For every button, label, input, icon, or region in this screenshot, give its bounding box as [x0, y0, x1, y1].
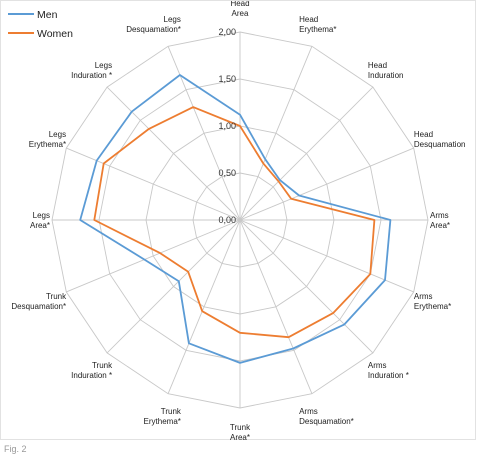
axis-label-1: Head Erythema*	[299, 15, 336, 34]
axis-label-0: Head Area	[230, 1, 249, 18]
axis-label-13: Legs Erythema*	[29, 130, 66, 149]
axis-label-line: Trunk	[230, 423, 251, 432]
axis-label-line: Arms	[368, 361, 387, 370]
axis-label-line: Area*	[430, 221, 450, 230]
tick-label-4: 2,00	[218, 27, 236, 37]
tick-label-0: 0,00	[218, 215, 236, 225]
axis-label-12: Legs Area*	[30, 211, 50, 230]
axis-label-line: Legs	[33, 211, 50, 220]
series-men-line	[79, 74, 392, 364]
axis-label-line: Legs	[49, 130, 66, 139]
legend-label-men: Men	[37, 9, 58, 21]
tick-label-3: 1,50	[218, 74, 236, 84]
axis-label-line: Erythema*	[299, 25, 336, 34]
axis-label-3: Head Desquamation	[414, 130, 466, 149]
chart-area: 0,00 0,50 1,00 1,50 2,00 Head Area Head Erythema…	[0, 0, 476, 441]
spoke-1	[239, 46, 313, 221]
spoke-3	[239, 147, 414, 221]
axis-label-line: Desquamation*	[11, 302, 66, 311]
axis-label-line: Trunk	[92, 361, 113, 370]
axis-label-9: Trunk Erythema*	[144, 407, 182, 426]
spoke-13	[66, 147, 241, 221]
axis-label-line: Arms	[430, 211, 449, 220]
axis-label-line: Arms	[414, 292, 433, 301]
axis-label-line: Trunk	[161, 407, 182, 416]
axis-label-4: Arms Area*	[430, 211, 450, 230]
axis-label-line: Erythema*	[144, 417, 181, 426]
series-women-line	[93, 106, 376, 339]
axis-label-15: Legs Desquamation*	[126, 15, 181, 34]
axis-label-line: Arms	[299, 407, 318, 416]
axis-label-line: Induration *	[71, 371, 112, 380]
legend-label-women: Women	[37, 28, 73, 40]
axis-label-line: Legs	[164, 15, 181, 24]
spoke-10	[106, 219, 241, 354]
axis-label-line: Desquamation*	[126, 25, 181, 34]
axis-label-line: Erythema*	[29, 140, 66, 149]
axis-label-14: Legs Induration *	[71, 61, 112, 80]
axis-label-line: Area	[232, 9, 249, 18]
axis-label-line: Induration *	[71, 71, 112, 80]
spoke-11	[66, 219, 241, 293]
axis-label-7: Arms Desquamation*	[299, 407, 354, 426]
axis-label-line: Area*	[230, 433, 250, 441]
axis-label-6: Arms Induration *	[368, 361, 409, 380]
spoke-15	[167, 46, 241, 221]
axis-label-11: Trunk Desquamation*	[11, 292, 67, 311]
axis-label-line: Desquamation	[414, 140, 466, 149]
axis-label-line: Legs	[95, 61, 112, 70]
axis-label-line: Desquamation*	[299, 417, 354, 426]
axis-label-line: Head	[414, 130, 433, 139]
spoke-2	[239, 86, 374, 221]
spoke-6	[239, 219, 374, 354]
spoke-7	[239, 219, 313, 394]
axis-label-5: Arms Erythema*	[414, 292, 451, 311]
tick-label-1: 0,50	[218, 168, 236, 178]
spoke-14	[106, 86, 241, 221]
axis-label-line: Erythema*	[414, 302, 451, 311]
axis-label-2: Head Induration	[368, 61, 404, 80]
axis-label-line: Head	[230, 1, 249, 8]
tick-label-2: 1,00	[218, 121, 236, 131]
figure-caption: Fig. 2	[4, 444, 27, 454]
axis-label-line: Area*	[30, 221, 50, 230]
axis-label-line: Head	[368, 61, 387, 70]
axis-label-line: Trunk	[46, 292, 67, 301]
axis-label-line: Head	[299, 15, 318, 24]
spoke-9	[167, 219, 241, 394]
axis-label-line: Induration	[368, 71, 404, 80]
axis-label-8: Trunk Area*	[230, 423, 251, 441]
axis-label-line: Induration *	[368, 371, 409, 380]
axis-label-10: Trunk Induration *	[71, 361, 113, 380]
